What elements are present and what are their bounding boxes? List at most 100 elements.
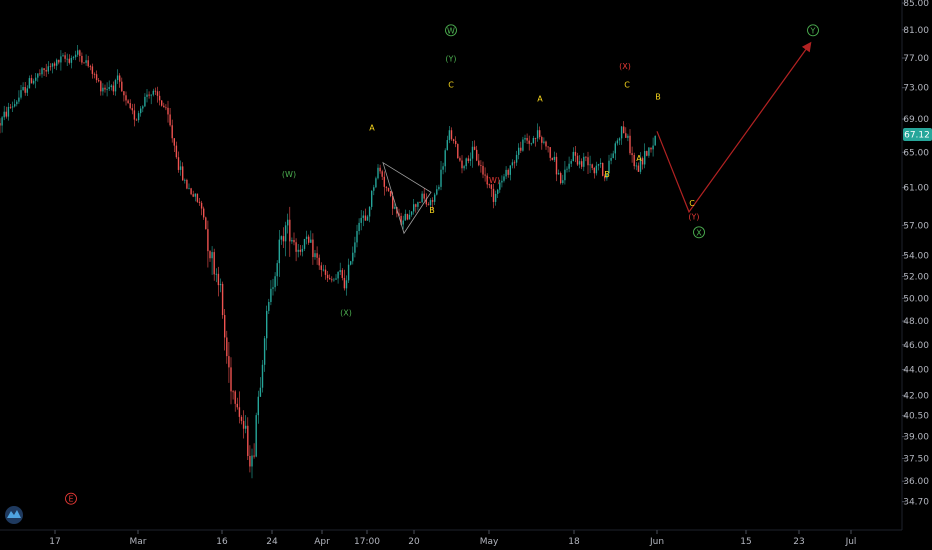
- wave-label-text: A: [369, 123, 375, 132]
- candle-body: [312, 239, 314, 258]
- candle-body: [167, 107, 169, 115]
- candle-body: [606, 173, 608, 179]
- candle-body: [184, 179, 186, 181]
- candle-body: [578, 161, 581, 165]
- candle-body: [93, 73, 96, 75]
- y-tick-label: 48.00: [903, 317, 929, 327]
- candle-body: [368, 206, 371, 217]
- candle-body: [177, 157, 180, 170]
- candle-body: [66, 58, 68, 60]
- candle-body: [83, 62, 85, 64]
- candle-body: [509, 165, 511, 175]
- candle-body: [140, 108, 142, 114]
- candle-body: [362, 215, 364, 218]
- wave-label-text: B: [429, 206, 435, 215]
- candle-body: [375, 178, 377, 188]
- candle-body: [53, 63, 56, 66]
- candle-body: [240, 416, 243, 421]
- candle-body: [303, 238, 306, 249]
- candle-body: [646, 151, 648, 156]
- candle-body: [188, 188, 190, 190]
- candle-body: [429, 200, 432, 206]
- candle-body: [383, 176, 385, 187]
- candle-body: [385, 186, 388, 188]
- candle-body: [545, 141, 547, 147]
- x-tick-label: Apr: [314, 537, 330, 547]
- candle-body: [198, 201, 201, 203]
- candle-body: [190, 188, 192, 195]
- candle-body: [410, 211, 413, 215]
- candle-body: [641, 158, 644, 165]
- x-tick-label: 15: [740, 537, 751, 547]
- candle-body: [209, 251, 211, 259]
- candle-body: [39, 73, 41, 75]
- candle-body: [284, 225, 287, 242]
- candle-body: [402, 220, 404, 225]
- candle-body: [56, 59, 58, 66]
- candle-body: [467, 158, 469, 161]
- triangle-outline: [382, 161, 432, 235]
- candle-body: [341, 270, 343, 278]
- candle-body: [108, 87, 110, 89]
- wave-label: B: [429, 206, 435, 215]
- candle-body: [560, 173, 562, 184]
- wave-label: B: [604, 170, 610, 179]
- candle-body: [465, 158, 467, 167]
- candle-body: [175, 145, 178, 158]
- price-axis[interactable]: 85.00 81.00 77.00 73.00 69.00 65.00 61.00 57.00…: [902, 0, 929, 508]
- candle-body: [232, 391, 234, 393]
- candle-body: [513, 162, 516, 164]
- x-tick-label: 18: [568, 537, 580, 547]
- candle-body: [650, 147, 652, 150]
- wave-label: A: [537, 95, 543, 104]
- candle-body: [408, 214, 411, 220]
- candle-body: [394, 207, 396, 209]
- candle-body: [58, 59, 60, 63]
- candle-body: [135, 119, 138, 121]
- candle-body: [484, 174, 486, 176]
- candle-body: [121, 81, 123, 92]
- candle-body: [144, 96, 146, 107]
- wave-label: (Y): [445, 55, 456, 64]
- wave-label-text: (W): [282, 170, 296, 179]
- candle-body: [555, 156, 558, 175]
- candle-body: [211, 252, 213, 259]
- candle-body: [331, 279, 333, 281]
- x-tick-label: Mar: [130, 537, 147, 547]
- candle-body: [326, 274, 329, 279]
- wave-label-text: A: [537, 95, 543, 104]
- candle-body: [587, 157, 589, 166]
- candle-body: [431, 200, 434, 202]
- candle-body: [421, 193, 423, 203]
- candle-body: [68, 58, 70, 63]
- candle-body: [137, 113, 140, 121]
- candle-body: [549, 147, 551, 158]
- candle-body: [511, 162, 514, 166]
- candle-body: [425, 198, 427, 205]
- candle-body: [299, 249, 301, 252]
- candle-body: [230, 367, 232, 392]
- candle-body: [400, 215, 402, 225]
- tradingview-logo[interactable]: [5, 506, 23, 524]
- candle-body: [371, 190, 373, 207]
- candle-body: [127, 100, 129, 104]
- time-axis[interactable]: 17 Mar 16 24 Apr 17:00 20 May 18 Jun 15 23 Jul: [49, 530, 856, 547]
- candle-body: [305, 236, 308, 239]
- y-tick-label: 69.00: [903, 115, 929, 125]
- candle-body: [610, 158, 612, 161]
- candle-body: [440, 169, 442, 187]
- candle-body: [219, 283, 222, 286]
- wave-label-text: C: [448, 81, 454, 90]
- candle-body: [165, 107, 167, 109]
- candle-body: [154, 90, 157, 92]
- candle-body: [497, 189, 499, 194]
- candle-body: [289, 219, 291, 242]
- candle-body: [156, 91, 159, 96]
- candle-body: [337, 271, 339, 279]
- candle-body: [612, 153, 614, 159]
- candle-body: [106, 88, 108, 90]
- candle-body: [356, 231, 358, 243]
- candle-body: [133, 110, 136, 120]
